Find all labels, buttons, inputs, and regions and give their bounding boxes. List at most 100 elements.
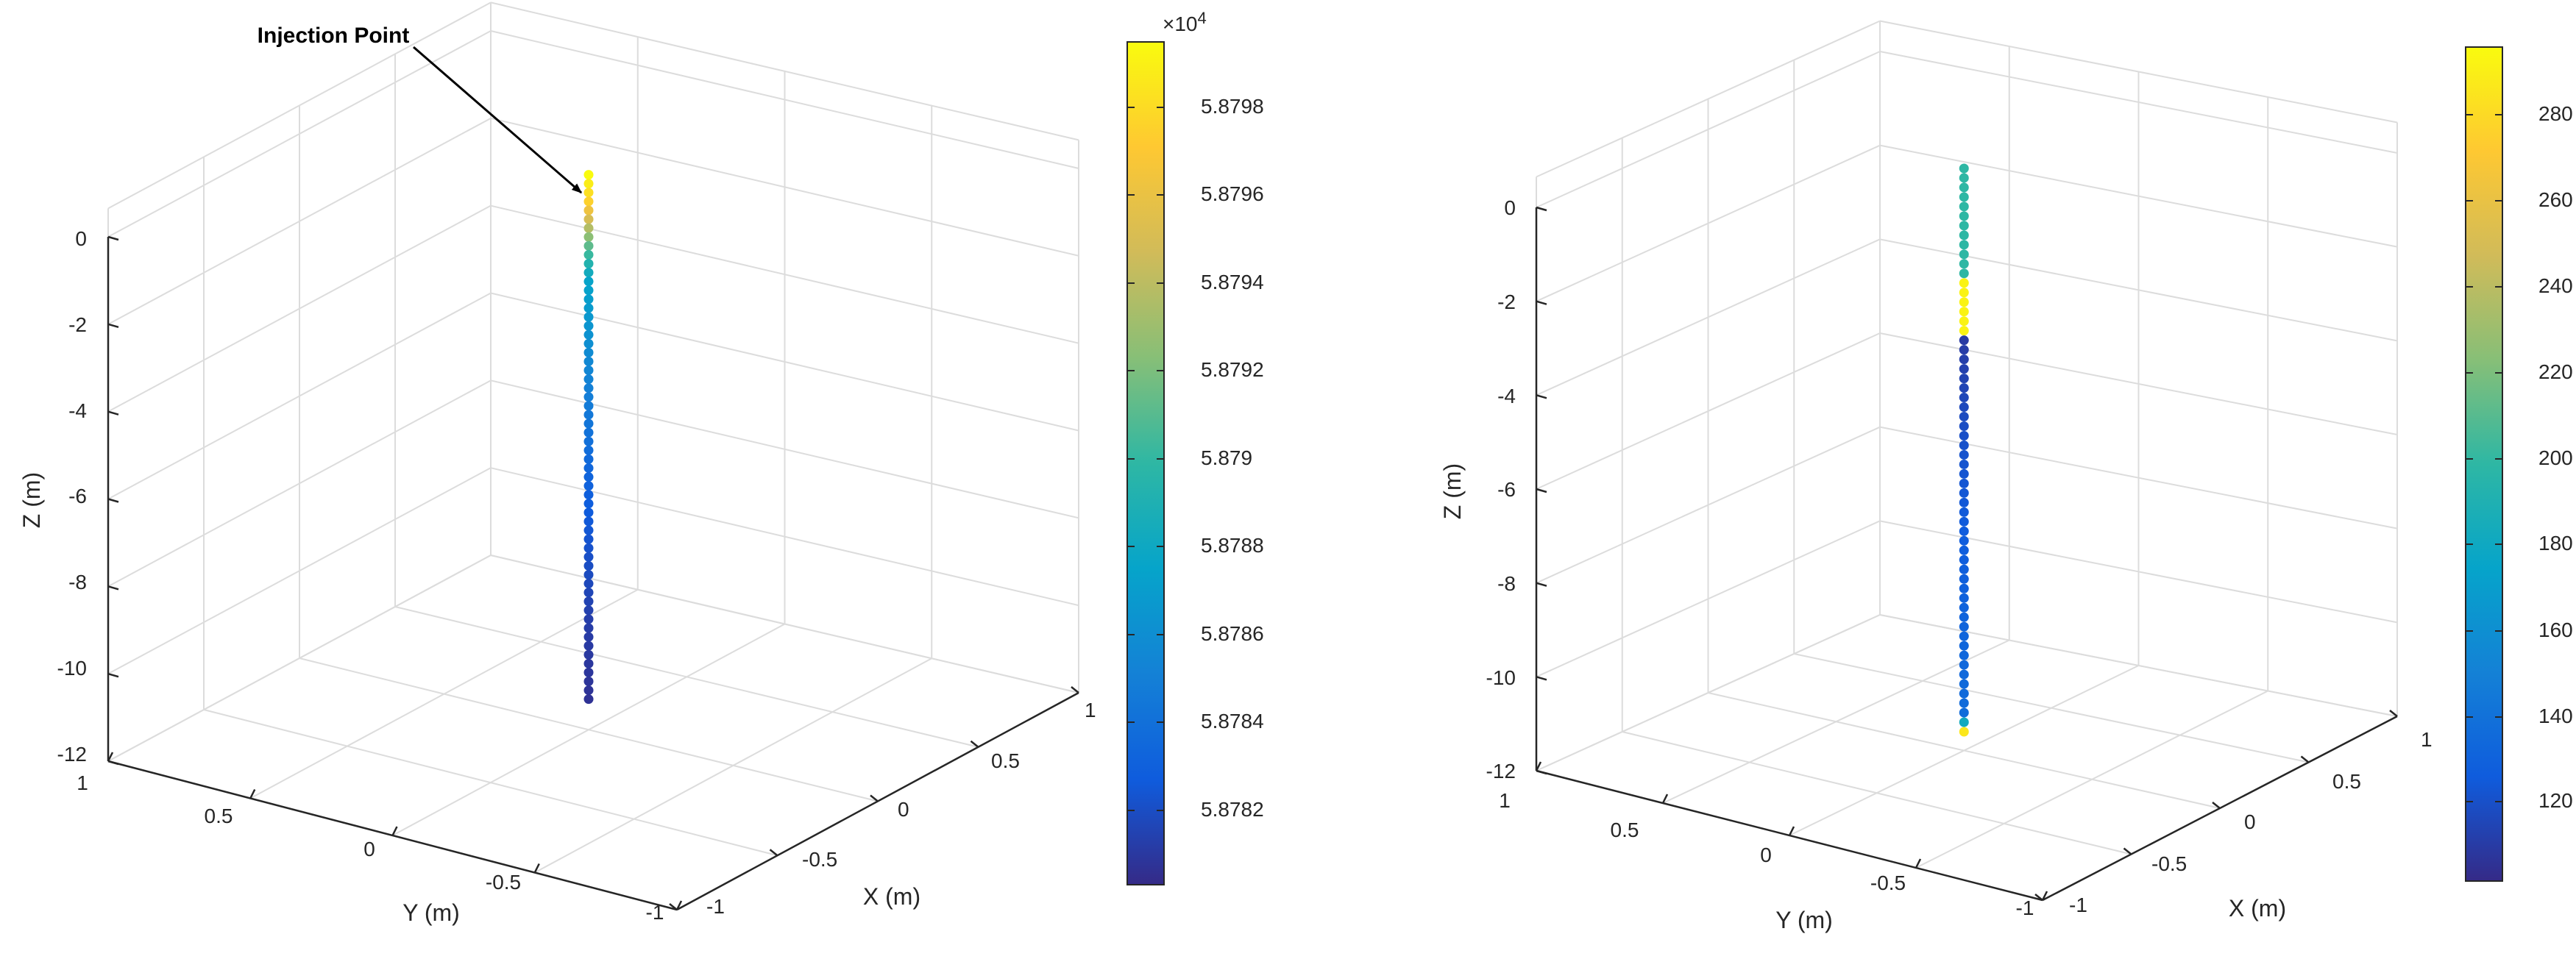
data-point xyxy=(1959,354,1969,365)
data-point xyxy=(1959,259,1969,269)
left-z-tick-labels: 0 -2 -4 -6 -8 -10 -12 xyxy=(57,227,87,766)
data-point xyxy=(583,356,594,366)
data-point xyxy=(583,445,594,455)
left-z-tick: -10 xyxy=(57,657,87,680)
data-point xyxy=(1959,545,1969,555)
data-point xyxy=(1959,641,1969,651)
data-point xyxy=(583,188,594,198)
right-colorbar-tick: 240 xyxy=(2538,274,2573,297)
data-point xyxy=(583,454,594,464)
right-colorbar-tick: 280 xyxy=(2538,102,2573,125)
data-point xyxy=(1959,393,1969,403)
right-y-tick-labels: 1 0.5 0 -0.5 -1 xyxy=(1499,789,2034,919)
data-point xyxy=(1959,288,1969,298)
data-point xyxy=(1959,326,1969,336)
data-point xyxy=(1959,268,1969,279)
left-plot-axes xyxy=(107,235,1079,911)
right-z-tick: -6 xyxy=(1497,478,1516,501)
data-point xyxy=(583,596,594,607)
left-colorbar-tick: 5.8784 xyxy=(1201,710,1264,732)
data-point xyxy=(583,667,594,677)
data-point xyxy=(1959,364,1969,374)
right-colorbar-tick: 120 xyxy=(2538,789,2573,812)
data-point xyxy=(1959,345,1969,355)
right-x-tick: 0.5 xyxy=(2332,770,2361,793)
data-point xyxy=(583,232,594,242)
left-y-tick: -0.5 xyxy=(486,871,521,894)
left-x-tick: 0.5 xyxy=(991,749,1020,772)
data-point xyxy=(583,383,594,393)
right-y-axis-label: Y (m) xyxy=(1775,907,1833,933)
right-z-tick: -12 xyxy=(1486,760,1516,782)
data-point xyxy=(583,685,594,696)
right-z-tick: -10 xyxy=(1486,666,1516,689)
data-point xyxy=(583,694,594,705)
data-point xyxy=(583,436,594,446)
data-point xyxy=(583,240,594,251)
data-point xyxy=(1959,583,1969,593)
right-y-tick: 0.5 xyxy=(1611,819,1639,841)
data-point xyxy=(583,170,594,180)
data-point xyxy=(1959,621,1969,632)
right-colorbar-tick: 260 xyxy=(2538,188,2573,211)
data-point xyxy=(1959,307,1969,317)
data-point xyxy=(1959,535,1969,546)
left-z-tick: 0 xyxy=(75,227,87,250)
right-colorbar-tick: 220 xyxy=(2538,360,2573,383)
left-x-axis-label: X (m) xyxy=(863,883,920,910)
left-z-tick: -6 xyxy=(68,485,87,507)
right-colorbar-gradient xyxy=(2465,46,2503,882)
data-point xyxy=(1959,316,1969,327)
data-point xyxy=(1959,230,1969,240)
data-point xyxy=(583,632,594,642)
data-point xyxy=(1959,727,1969,737)
right-x-axis-label: X (m) xyxy=(2229,895,2286,921)
data-point xyxy=(1959,564,1969,574)
right-colorbar-tick: 140 xyxy=(2538,705,2573,727)
right-z-axis-label: Z (m) xyxy=(1439,463,1466,519)
right-colorbar-tick: 180 xyxy=(2538,532,2573,555)
data-point xyxy=(1959,182,1969,193)
right-plot-axes xyxy=(1535,206,2398,902)
data-point xyxy=(1959,707,1969,718)
data-point xyxy=(583,658,594,669)
data-point xyxy=(583,560,594,571)
data-point xyxy=(1959,488,1969,498)
left-z-tick: -2 xyxy=(68,313,87,336)
left-x-tick: -1 xyxy=(706,895,725,918)
left-y-tick: -1 xyxy=(646,901,664,924)
data-point xyxy=(583,463,594,473)
data-point xyxy=(1959,459,1969,469)
left-colorbar-exponent: ×104 xyxy=(1163,9,1207,35)
data-point xyxy=(583,543,594,553)
data-point xyxy=(1959,717,1969,727)
data-point xyxy=(583,410,594,420)
left-y-axis-label: Y (m) xyxy=(402,899,460,926)
data-point xyxy=(1959,202,1969,212)
right-y-tick: 0 xyxy=(1760,844,1772,866)
data-point xyxy=(583,321,594,331)
data-point xyxy=(583,676,594,686)
data-point xyxy=(1959,679,1969,689)
data-point xyxy=(583,579,594,589)
right-x-tick: -0.5 xyxy=(2151,852,2187,875)
right-colorbar: 120 140 160 180 200 220 240 260 280 xyxy=(2465,46,2573,882)
data-point xyxy=(1959,478,1969,488)
data-point xyxy=(1959,421,1969,432)
left-z-tick: -4 xyxy=(68,399,87,422)
data-point xyxy=(583,552,594,562)
data-point xyxy=(583,294,594,304)
data-point xyxy=(1959,335,1969,346)
left-plot-grid xyxy=(107,1,1079,910)
left-z-axis-label: Z (m) xyxy=(18,472,45,528)
data-point xyxy=(1959,555,1969,565)
data-point xyxy=(583,588,594,598)
data-point xyxy=(1959,449,1969,460)
data-point xyxy=(1959,383,1969,393)
injection-point-arrow xyxy=(413,46,583,194)
data-point xyxy=(583,303,594,313)
data-point xyxy=(1959,650,1969,660)
left-y-tick: 1 xyxy=(77,771,88,794)
data-point xyxy=(1959,688,1969,699)
data-point xyxy=(1959,507,1969,517)
